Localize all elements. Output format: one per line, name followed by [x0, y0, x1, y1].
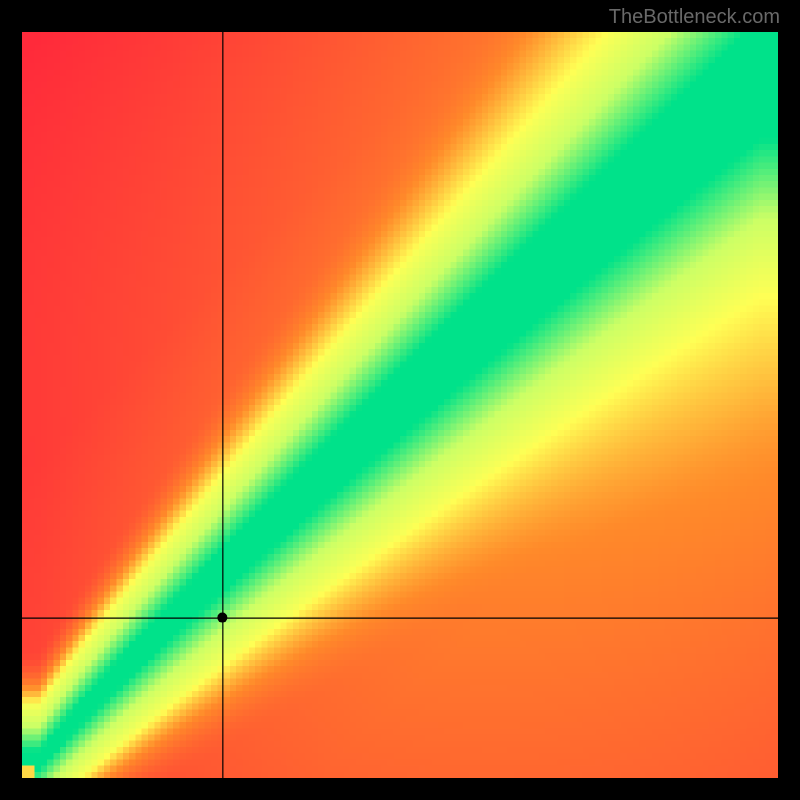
heatmap-overlay: [22, 32, 778, 778]
heatmap-plot: [22, 32, 778, 778]
watermark-label: TheBottleneck.com: [609, 6, 780, 29]
chart-container: TheBottleneck.com: [0, 0, 800, 800]
